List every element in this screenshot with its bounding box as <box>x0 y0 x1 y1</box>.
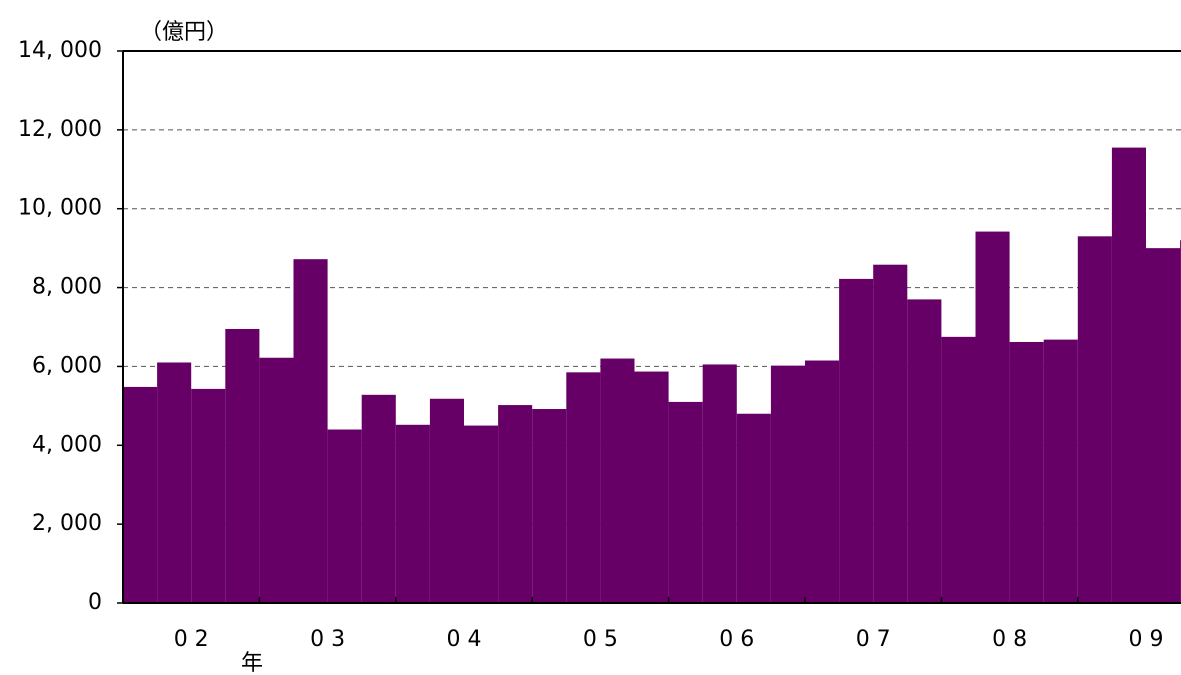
y-tick-label: 10, 000 <box>18 196 102 221</box>
y-tick-label: 0 <box>88 590 102 615</box>
bar <box>395 424 430 603</box>
bar <box>1009 341 1044 603</box>
x-tick-label: 0 4 <box>447 627 482 652</box>
bar <box>634 371 669 603</box>
bar <box>259 357 294 603</box>
bar <box>668 401 703 603</box>
bar <box>1111 147 1146 603</box>
y-tick-label: 6, 000 <box>32 353 102 378</box>
y-tick-label: 8, 000 <box>32 275 102 300</box>
x-tick-label: 0 7 <box>856 627 891 652</box>
bar <box>191 388 226 603</box>
y-tick-label: 2, 000 <box>32 511 102 536</box>
bar <box>327 429 362 603</box>
bar <box>293 259 328 603</box>
bar <box>975 231 1010 603</box>
x-tick-label: 0 8 <box>992 627 1027 652</box>
bar <box>225 328 260 603</box>
bar <box>157 362 192 603</box>
y-tick-label: 14, 000 <box>18 38 102 63</box>
x-axis-label: 年 <box>241 651 263 675</box>
bar <box>1043 339 1078 603</box>
bar <box>361 394 396 603</box>
bar <box>1077 236 1112 604</box>
x-tick-label: 0 9 <box>1129 627 1164 652</box>
bar <box>907 299 942 603</box>
bar <box>600 358 635 603</box>
bar <box>464 425 499 603</box>
y-tick-label: 4, 000 <box>32 432 102 457</box>
bar <box>702 364 737 603</box>
x-tick-label: 0 6 <box>719 627 754 652</box>
bar <box>498 405 533 603</box>
x-tick-label: 0 2 <box>174 627 209 652</box>
bar <box>839 278 874 603</box>
bar <box>736 413 771 603</box>
y-tick-label: 12, 000 <box>18 117 102 142</box>
bar <box>123 386 158 603</box>
bar <box>429 398 464 603</box>
unit-label: （億円） <box>140 20 228 45</box>
x-tick-label: 0 3 <box>310 627 345 652</box>
bar <box>770 365 805 603</box>
bar <box>1146 248 1181 603</box>
bar <box>873 264 908 603</box>
bar <box>532 409 567 603</box>
bar <box>941 336 976 603</box>
bar <box>805 360 840 603</box>
x-tick-label: 0 5 <box>583 627 618 652</box>
bar <box>566 372 601 603</box>
